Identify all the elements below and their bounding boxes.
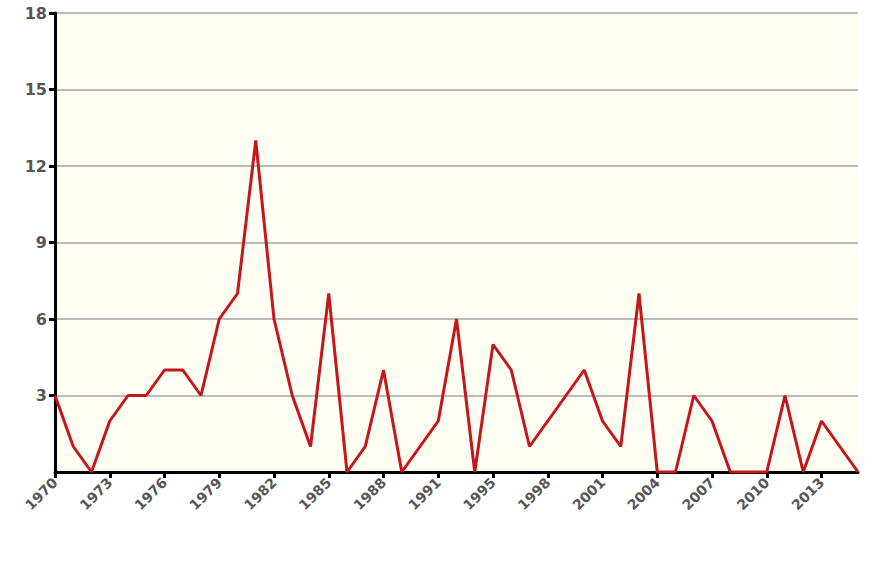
svg-text:2001: 2001 [569,474,608,513]
svg-text:2013: 2013 [788,474,827,513]
svg-text:1973: 1973 [77,474,116,513]
svg-text:1985: 1985 [296,474,335,513]
svg-text:1998: 1998 [515,474,554,513]
svg-text:2004: 2004 [624,474,663,513]
svg-text:1982: 1982 [241,474,280,513]
svg-text:1991: 1991 [405,474,444,513]
svg-text:3: 3 [36,386,47,405]
svg-text:9: 9 [36,233,47,252]
svg-text:1979: 1979 [186,474,225,513]
svg-text:1970: 1970 [22,474,61,513]
svg-text:18: 18 [25,4,47,23]
svg-text:1988: 1988 [350,474,389,513]
svg-text:12: 12 [25,157,47,176]
svg-text:15: 15 [25,80,47,99]
svg-text:1995: 1995 [460,474,499,513]
svg-text:2007: 2007 [679,474,718,513]
svg-text:2010: 2010 [734,474,773,513]
svg-text:1976: 1976 [131,474,170,513]
svg-text:6: 6 [36,310,47,329]
